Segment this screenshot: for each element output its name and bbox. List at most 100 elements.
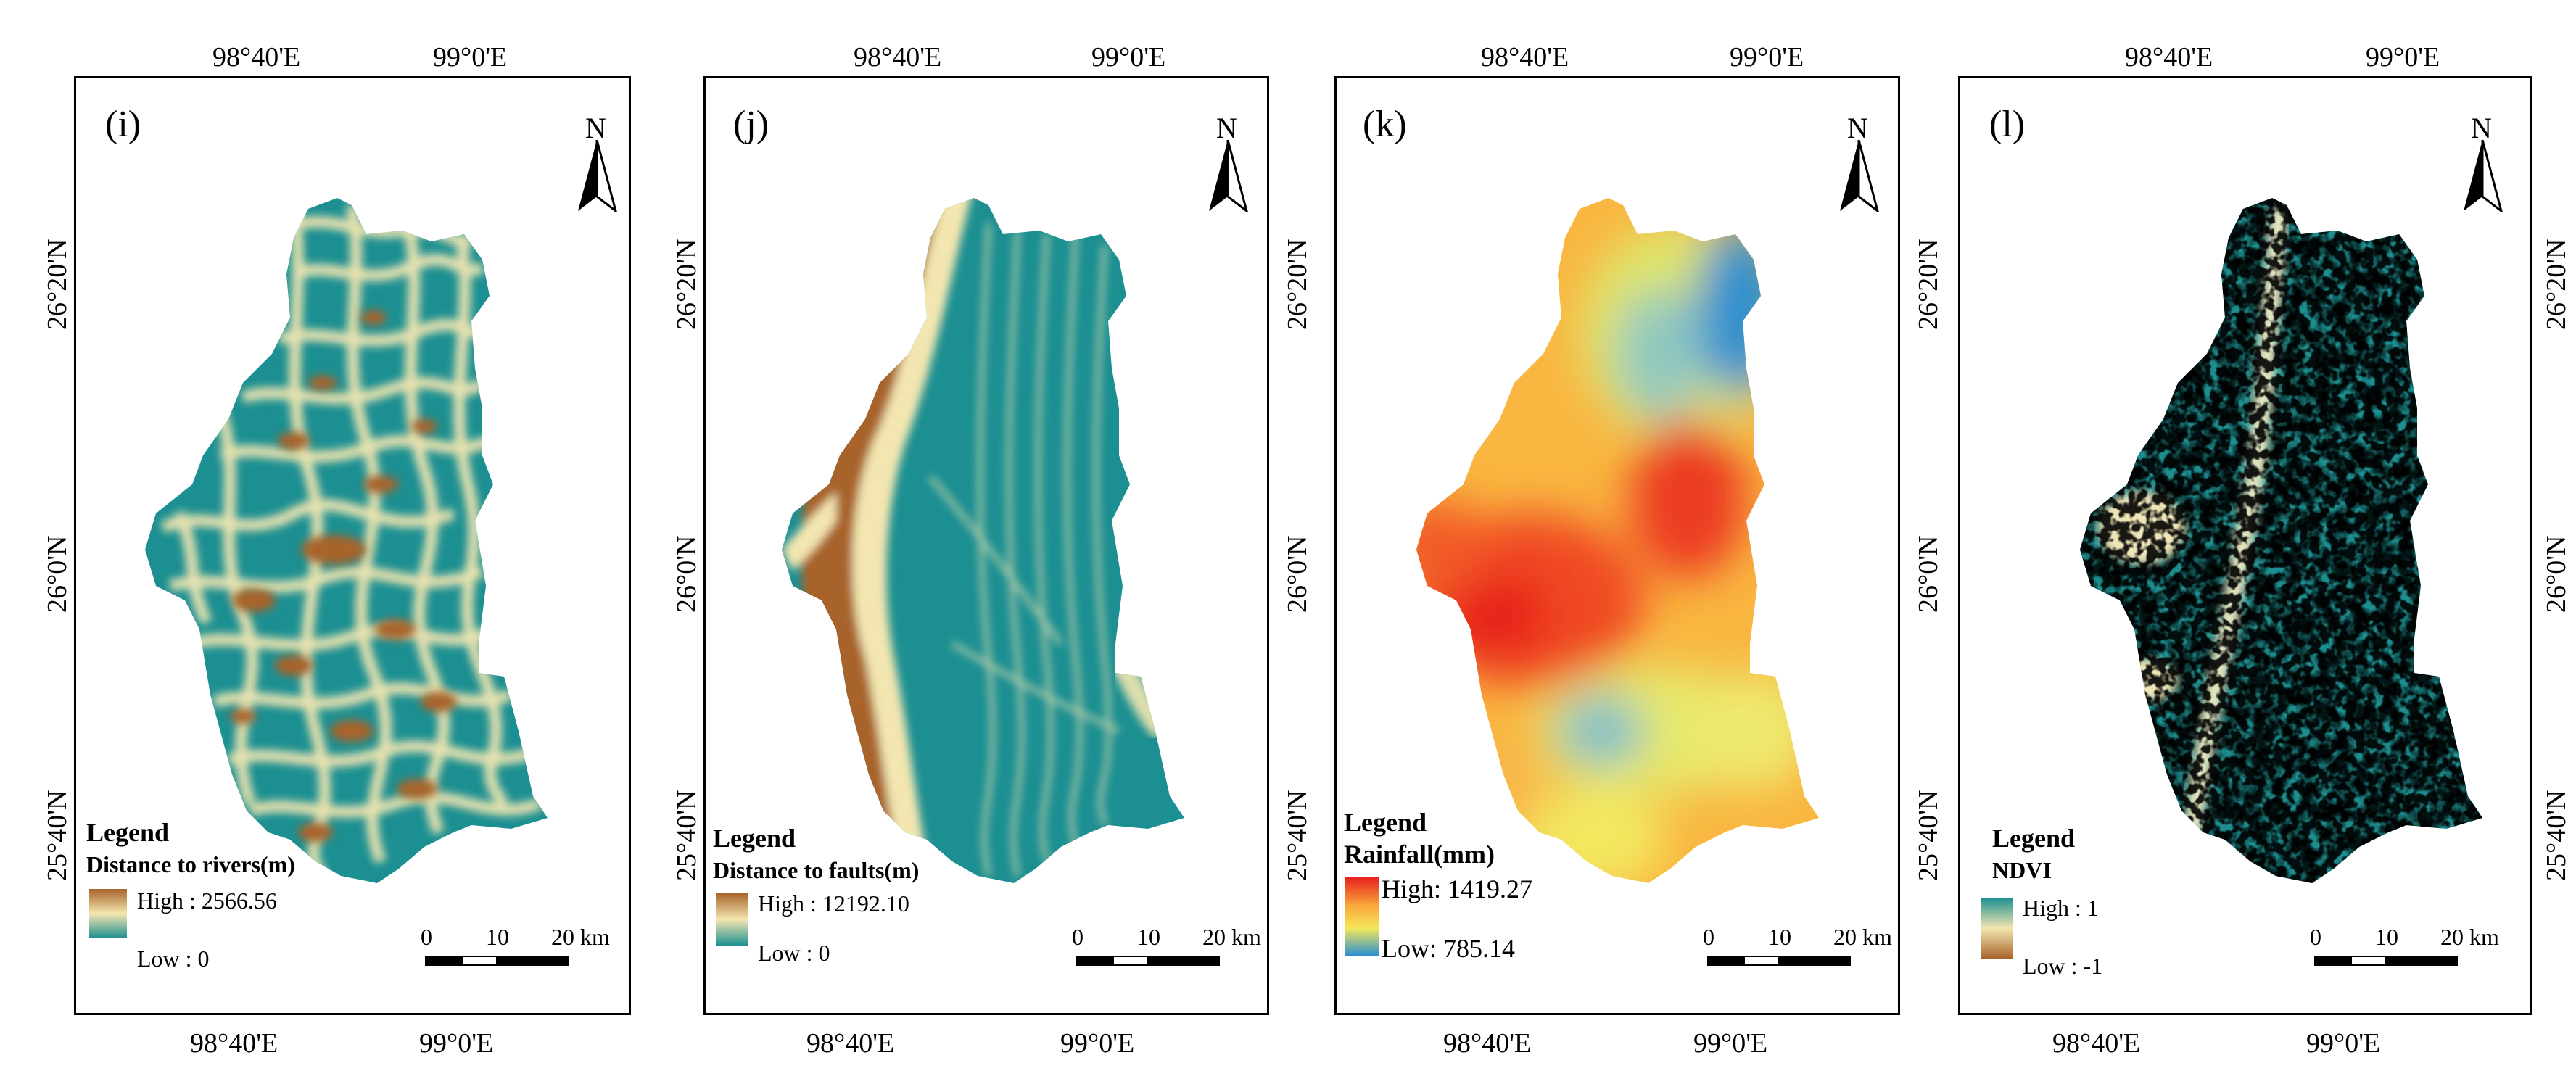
legend-title: Legend bbox=[1344, 808, 1427, 837]
legend-title: Legend bbox=[713, 824, 796, 853]
lon-bottom-right: 99°0'E bbox=[2306, 1028, 2381, 1059]
legend-color-ramp bbox=[89, 889, 127, 938]
panel-label: (l) bbox=[1989, 104, 2026, 145]
scale-tick-10: 10 bbox=[486, 924, 509, 950]
lat-left-top: 26°20'N bbox=[672, 239, 702, 331]
lon-top-left: 98°40'E bbox=[212, 42, 301, 73]
lon-top-right: 99°0'E bbox=[2366, 42, 2440, 73]
scale-bar: 0 10 20 km bbox=[2310, 924, 2499, 983]
map-panel-k: 98°40'E 99°0'E 26°20'N 26°0'N 25°40'N 98… bbox=[1276, 0, 1929, 1092]
scale-tick-0: 0 bbox=[1072, 924, 1083, 950]
panel-label: (j) bbox=[733, 104, 769, 145]
lon-top-left: 98°40'E bbox=[854, 42, 942, 73]
legend-color-ramp bbox=[1345, 877, 1379, 956]
lat-right-bottom: 25°40'N bbox=[2541, 790, 2572, 882]
map-canvas bbox=[782, 198, 1184, 883]
fault-lines bbox=[928, 223, 1120, 877]
map-panel-i: 98°40'E 99°0'E 26°20'N 26°0'N 25°40'N 98… bbox=[0, 0, 645, 1092]
lon-bottom-left: 98°40'E bbox=[2052, 1028, 2141, 1059]
legend-color-ramp bbox=[1981, 898, 2012, 959]
lat-left-mid: 26°0'N bbox=[672, 535, 702, 613]
scale-bar-seg-1 bbox=[2314, 956, 2352, 966]
map-canvas bbox=[1416, 198, 1819, 883]
lon-top-left: 98°40'E bbox=[2125, 42, 2213, 73]
north-arrow: N bbox=[575, 111, 619, 212]
lon-top-right: 99°0'E bbox=[1091, 42, 1166, 73]
map-frame: (l) N Legend NDVI High : 1 Low : -1 0 10… bbox=[1958, 76, 2532, 1015]
legend-low: Low : -1 bbox=[2023, 953, 2103, 979]
lon-bottom-left: 98°40'E bbox=[190, 1028, 278, 1059]
lat-left-bottom: 25°40'N bbox=[42, 790, 73, 882]
scale-bar-seg-3 bbox=[1778, 956, 1851, 966]
lat-left-bottom: 25°40'N bbox=[1282, 790, 1313, 882]
legend-high: High : 2566.56 bbox=[137, 888, 277, 914]
legend-variable: NDVI bbox=[1992, 857, 2052, 883]
scale-tick-0: 0 bbox=[1703, 924, 1714, 950]
lat-left-top: 26°20'N bbox=[1913, 239, 1944, 331]
legend-low: Low : 0 bbox=[758, 940, 830, 966]
scale-bar: 0 10 20 km bbox=[1072, 924, 1261, 983]
map-canvas bbox=[145, 198, 548, 883]
scale-tick-0: 0 bbox=[2310, 924, 2321, 950]
lat-left-bottom: 25°40'N bbox=[1913, 790, 1944, 882]
map-frame: (i) N Legend Distance to rivers(m) High … bbox=[74, 76, 631, 1015]
map-panel-j: 98°40'E 99°0'E 26°20'N 26°0'N 25°40'N 98… bbox=[631, 0, 1284, 1092]
scale-bar-seg-2 bbox=[2350, 956, 2387, 966]
legend-low: Low : 0 bbox=[137, 946, 210, 972]
scale-bar-seg-1 bbox=[425, 956, 463, 966]
lat-left-mid: 26°0'N bbox=[1913, 535, 1944, 613]
scale-tick-20: 20 km bbox=[551, 924, 610, 950]
north-label: N bbox=[2471, 112, 2492, 144]
north-arrow-icon bbox=[2464, 140, 2503, 212]
lat-left-mid: 26°0'N bbox=[42, 535, 73, 613]
scale-bar-seg-1 bbox=[1707, 956, 1745, 966]
high-distance-patches bbox=[230, 310, 457, 842]
north-arrow-icon bbox=[578, 140, 618, 212]
panel-label: (k) bbox=[1363, 104, 1407, 145]
north-label: N bbox=[1847, 112, 1868, 144]
scale-tick-10: 10 bbox=[2375, 924, 2398, 950]
map-frame: (k) N Legend Rainfall(mm) High: 1419.27 … bbox=[1334, 76, 1900, 1015]
scale-bar-seg-3 bbox=[496, 956, 569, 966]
lon-top-right: 99°0'E bbox=[1730, 42, 1804, 73]
panel-label: (i) bbox=[105, 104, 141, 145]
legend-low: Low: 785.14 bbox=[1382, 934, 1515, 963]
lon-top-left: 98°40'E bbox=[1481, 42, 1569, 73]
legend-color-ramp bbox=[716, 893, 748, 946]
scale-tick-0: 0 bbox=[421, 924, 432, 950]
north-arrow-icon bbox=[1209, 140, 1249, 212]
lat-left-mid: 26°0'N bbox=[1282, 535, 1313, 613]
lat-left-bottom: 25°40'N bbox=[672, 790, 702, 882]
fault-distance-west-mid bbox=[782, 492, 836, 571]
north-label: N bbox=[585, 112, 606, 144]
scale-tick-20: 20 km bbox=[1202, 924, 1261, 950]
scale-bar: 0 10 20 km bbox=[1703, 924, 1892, 983]
scale-bar-seg-2 bbox=[461, 956, 498, 966]
north-arrow: N bbox=[1837, 111, 1881, 212]
scale-bar-seg-3 bbox=[2385, 956, 2458, 966]
lon-top-right: 99°0'E bbox=[433, 42, 508, 73]
lon-bottom-right: 99°0'E bbox=[419, 1028, 494, 1059]
north-arrow: N bbox=[2461, 111, 2504, 212]
legend-high: High: 1419.27 bbox=[1382, 874, 1533, 903]
lat-right-top: 26°20'N bbox=[2541, 239, 2572, 331]
map-canvas bbox=[2080, 198, 2482, 883]
scale-tick-10: 10 bbox=[1768, 924, 1791, 950]
lat-left-top: 26°20'N bbox=[1282, 239, 1313, 331]
lon-bottom-right: 99°0'E bbox=[1060, 1028, 1135, 1059]
scale-tick-10: 10 bbox=[1137, 924, 1160, 950]
lat-left-top: 26°20'N bbox=[42, 239, 73, 331]
fault-distance-mid-band bbox=[852, 198, 974, 876]
scale-bar-seg-2 bbox=[1112, 956, 1149, 966]
north-arrow: N bbox=[1206, 111, 1250, 212]
north-arrow-icon bbox=[1840, 140, 1880, 212]
scale-tick-20: 20 km bbox=[2440, 924, 2499, 950]
legend-title: Legend bbox=[86, 818, 170, 847]
legend-high: High : 12192.10 bbox=[758, 890, 909, 917]
ndvi-low-specks bbox=[2080, 198, 2482, 883]
lon-bottom-right: 99°0'E bbox=[1693, 1028, 1768, 1059]
scale-bar-seg-2 bbox=[1743, 956, 1780, 966]
scale-bar: 0 10 20 km bbox=[421, 924, 610, 983]
legend-variable: Distance to faults(m) bbox=[713, 857, 920, 883]
lon-bottom-left: 98°40'E bbox=[806, 1028, 895, 1059]
